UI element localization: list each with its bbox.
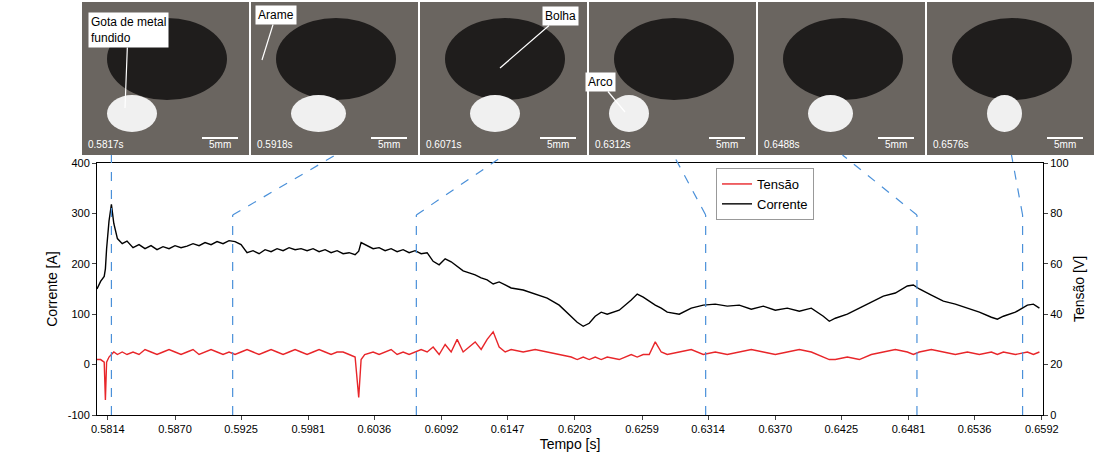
svg-text:0.6092: 0.6092 bbox=[425, 423, 459, 435]
svg-text:0.6147: 0.6147 bbox=[491, 423, 525, 435]
svg-text:0.6203: 0.6203 bbox=[558, 423, 592, 435]
svg-text:Tempo [s]: Tempo [s] bbox=[540, 436, 601, 452]
svg-text:0.5918s: 0.5918s bbox=[257, 139, 293, 150]
svg-text:0.6071s: 0.6071s bbox=[426, 139, 462, 150]
svg-text:Arame: Arame bbox=[258, 8, 294, 22]
svg-text:20: 20 bbox=[1050, 358, 1062, 370]
svg-text:40: 40 bbox=[1050, 308, 1062, 320]
svg-text:Corrente: Corrente bbox=[757, 197, 808, 212]
svg-text:100: 100 bbox=[71, 308, 89, 320]
svg-text:0.5925: 0.5925 bbox=[224, 423, 258, 435]
svg-text:300: 300 bbox=[71, 207, 89, 219]
svg-text:5mm: 5mm bbox=[547, 139, 569, 150]
svg-text:5mm: 5mm bbox=[1054, 139, 1076, 150]
svg-text:-100: -100 bbox=[68, 409, 90, 421]
svg-text:400: 400 bbox=[71, 157, 89, 169]
svg-text:0.5817s: 0.5817s bbox=[88, 139, 124, 150]
svg-text:5mm: 5mm bbox=[885, 139, 907, 150]
svg-text:200: 200 bbox=[71, 258, 89, 270]
svg-text:80: 80 bbox=[1050, 207, 1062, 219]
svg-text:0: 0 bbox=[84, 358, 90, 370]
svg-text:0.6576s: 0.6576s bbox=[933, 139, 969, 150]
svg-text:Arco: Arco bbox=[588, 75, 613, 89]
svg-text:Gota de metalfundido: Gota de metalfundido bbox=[91, 15, 166, 45]
svg-text:5mm: 5mm bbox=[378, 139, 400, 150]
svg-text:0.6314: 0.6314 bbox=[691, 423, 725, 435]
svg-text:0.6425: 0.6425 bbox=[824, 423, 858, 435]
svg-text:Bolha: Bolha bbox=[545, 9, 576, 23]
svg-text:0: 0 bbox=[1050, 409, 1056, 421]
svg-text:Tensão [V]: Tensão [V] bbox=[1071, 256, 1087, 322]
svg-text:5mm: 5mm bbox=[209, 139, 231, 150]
svg-text:0.6036: 0.6036 bbox=[357, 423, 391, 435]
svg-text:Tensão: Tensão bbox=[757, 177, 799, 192]
svg-text:0.5814: 0.5814 bbox=[91, 423, 125, 435]
svg-text:100: 100 bbox=[1050, 157, 1068, 169]
svg-text:0.6536: 0.6536 bbox=[958, 423, 992, 435]
svg-text:0.5870: 0.5870 bbox=[158, 423, 192, 435]
svg-text:0.6481: 0.6481 bbox=[892, 423, 926, 435]
svg-text:0.6592: 0.6592 bbox=[1025, 423, 1059, 435]
svg-text:60: 60 bbox=[1050, 258, 1062, 270]
svg-text:0.6370: 0.6370 bbox=[758, 423, 792, 435]
svg-text:0.6312s: 0.6312s bbox=[595, 139, 631, 150]
svg-text:0.5981: 0.5981 bbox=[291, 423, 325, 435]
svg-text:5mm: 5mm bbox=[716, 139, 738, 150]
svg-text:Corrente [A]: Corrente [A] bbox=[44, 251, 60, 326]
svg-text:0.6259: 0.6259 bbox=[625, 423, 659, 435]
svg-text:0.6488s: 0.6488s bbox=[764, 139, 800, 150]
